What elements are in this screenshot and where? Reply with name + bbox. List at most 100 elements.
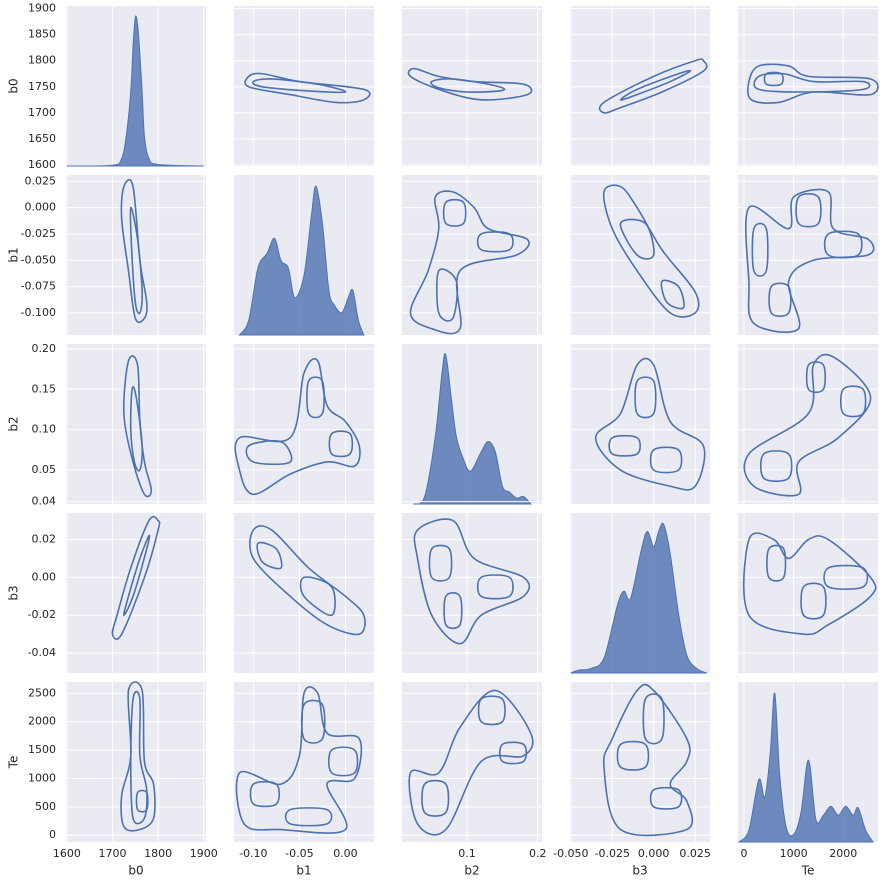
kde-contour bbox=[428, 544, 453, 582]
y-tick-label: 0.00 bbox=[32, 570, 57, 583]
kde-contour bbox=[743, 353, 872, 497]
kde-contour bbox=[122, 355, 153, 498]
y-axis-label: b2 bbox=[7, 416, 21, 431]
panel-background bbox=[738, 175, 878, 335]
panel-background bbox=[402, 513, 542, 673]
kde-contour bbox=[244, 72, 371, 104]
kde-contour bbox=[743, 532, 877, 636]
x-axis-label: b3 bbox=[632, 864, 647, 878]
kde-contour bbox=[795, 193, 822, 228]
panel-background bbox=[234, 6, 374, 166]
kde-contour bbox=[135, 789, 149, 813]
kde-curve bbox=[737, 692, 874, 843]
kde-contour bbox=[129, 690, 148, 825]
y-tick-label: 1000 bbox=[28, 771, 56, 784]
x-tick-label: -0.025 bbox=[595, 847, 630, 860]
panel-background bbox=[234, 513, 374, 673]
x-axis-label: b0 bbox=[128, 864, 143, 878]
y-tick-label: 0.04 bbox=[32, 495, 57, 508]
x-tick-label: 1900 bbox=[190, 847, 218, 860]
kde-contour bbox=[306, 376, 325, 419]
panel-background bbox=[570, 6, 710, 166]
kde-contour bbox=[649, 786, 683, 810]
kde-contour bbox=[660, 279, 685, 310]
kde-contour bbox=[805, 361, 827, 394]
kde-contour bbox=[476, 574, 514, 600]
y-tick-label: 2000 bbox=[28, 715, 56, 728]
kde-contour bbox=[413, 518, 531, 645]
kde-contour bbox=[284, 807, 333, 827]
x-tick-label: -0.05 bbox=[285, 847, 313, 860]
kde-contour bbox=[249, 780, 281, 808]
kde-contour bbox=[477, 695, 506, 726]
y-tick-label: 1500 bbox=[28, 743, 56, 756]
kde-contour bbox=[768, 282, 792, 317]
kde-contour bbox=[744, 188, 875, 333]
kde-contour bbox=[252, 78, 347, 94]
panel-background bbox=[234, 682, 374, 842]
y-tick-label: 0.10 bbox=[32, 423, 57, 436]
x-tick-label: -0.10 bbox=[239, 847, 267, 860]
x-tick-label: 0 bbox=[740, 847, 747, 860]
kde-contour bbox=[122, 534, 151, 617]
kde-contour bbox=[235, 686, 363, 834]
kde-contour bbox=[616, 740, 650, 771]
kde-curve bbox=[412, 353, 532, 505]
y-tick-label: 2500 bbox=[28, 686, 56, 699]
y-tick-label: 0.20 bbox=[32, 342, 57, 355]
x-axis-label: b2 bbox=[464, 864, 479, 878]
kde-contour bbox=[408, 689, 534, 836]
x-axis-label: Te bbox=[801, 864, 815, 878]
panel-background bbox=[570, 175, 710, 335]
kde-contour bbox=[800, 582, 827, 620]
kde-contour bbox=[327, 746, 359, 777]
y-tick-label: 0.02 bbox=[32, 533, 57, 546]
kde-contour bbox=[443, 591, 463, 630]
panel-background bbox=[234, 344, 374, 504]
panel-background bbox=[66, 513, 206, 673]
x-tick-label: 0.1 bbox=[458, 847, 476, 860]
y-tick-label: 1650 bbox=[28, 132, 56, 145]
kde-contour bbox=[120, 178, 148, 324]
y-tick-label: -0.04 bbox=[28, 646, 56, 659]
y-axis-label: b1 bbox=[7, 247, 21, 262]
y-tick-label: 500 bbox=[35, 800, 56, 813]
y-tick-label: 1700 bbox=[28, 106, 56, 119]
kde-contour bbox=[328, 430, 354, 458]
panel-background bbox=[738, 6, 878, 166]
kde-contour bbox=[245, 439, 293, 466]
x-axis-label: b1 bbox=[296, 864, 311, 878]
kde-curve bbox=[238, 185, 365, 336]
kde-contour bbox=[747, 63, 879, 104]
y-tick-label: -0.075 bbox=[21, 280, 56, 293]
y-tick-label: 1800 bbox=[28, 54, 56, 67]
y-tick-label: 1600 bbox=[28, 158, 56, 171]
kde-contour bbox=[430, 78, 506, 93]
kde-contour bbox=[839, 385, 867, 418]
kde-contour bbox=[602, 683, 694, 837]
kde-contour bbox=[608, 434, 642, 457]
panel-background bbox=[402, 175, 542, 335]
y-tick-label: -0.100 bbox=[21, 306, 56, 319]
kde-contour bbox=[766, 544, 787, 582]
y-tick-label: -0.02 bbox=[28, 608, 56, 621]
y-tick-label: 0.025 bbox=[25, 174, 57, 187]
kde-contour bbox=[120, 681, 156, 832]
kde-contour bbox=[407, 67, 533, 101]
panel-background bbox=[66, 175, 206, 335]
kde-contour bbox=[234, 358, 361, 496]
kde-contour bbox=[642, 693, 665, 745]
x-tick-label: 2000 bbox=[829, 847, 857, 860]
x-tick-label: 1700 bbox=[99, 847, 127, 860]
kde-contour bbox=[753, 72, 871, 93]
y-axis-label: b3 bbox=[7, 585, 21, 600]
panel-background bbox=[570, 682, 710, 842]
kde-contour bbox=[129, 386, 144, 472]
y-tick-label: 1750 bbox=[28, 80, 56, 93]
kde-contour bbox=[300, 699, 326, 744]
kde-curve bbox=[66, 15, 204, 167]
kde-contour bbox=[823, 564, 869, 591]
panel-background bbox=[738, 513, 878, 673]
kde-contour bbox=[619, 69, 692, 101]
kde-contour bbox=[619, 218, 655, 260]
